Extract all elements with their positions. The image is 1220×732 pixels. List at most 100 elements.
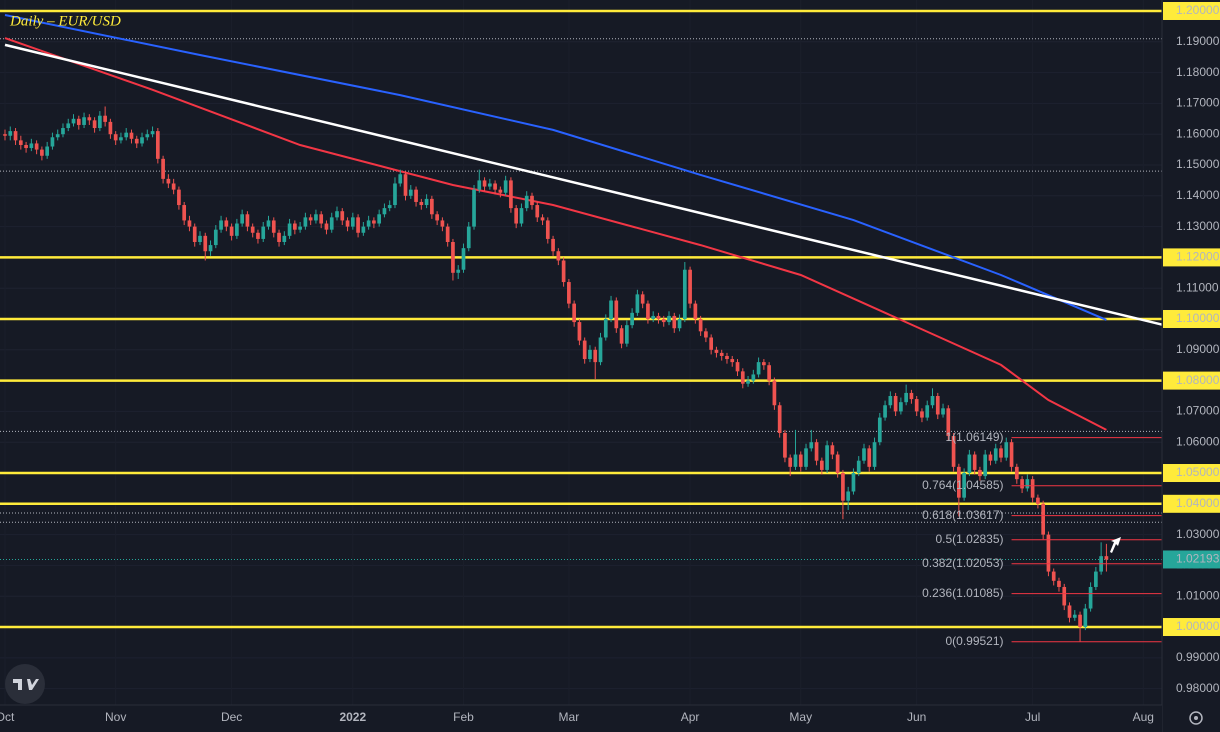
candle-body bbox=[198, 235, 202, 243]
candle-body bbox=[240, 214, 244, 224]
candle-body bbox=[208, 245, 213, 252]
last-price-tag bbox=[1163, 550, 1220, 569]
settings-icon[interactable] bbox=[1189, 711, 1203, 725]
candle-body bbox=[372, 220, 376, 224]
candle-body bbox=[814, 442, 819, 461]
candle-body bbox=[108, 121, 113, 135]
x-tick-label: Nov bbox=[105, 710, 126, 724]
candle-body bbox=[40, 149, 44, 156]
candle-body bbox=[630, 312, 634, 326]
arrow-annotation bbox=[1110, 537, 1121, 553]
candle-body bbox=[50, 137, 55, 147]
candle-body bbox=[788, 457, 793, 467]
y-tick-label: 1.07000 bbox=[1176, 404, 1220, 418]
candle-body bbox=[909, 392, 914, 400]
candle-body bbox=[809, 442, 814, 449]
y-tick-label: 1.01000 bbox=[1176, 588, 1220, 602]
y-tick-label: 1.03000 bbox=[1176, 527, 1220, 541]
candle-body bbox=[524, 195, 529, 209]
lines-layer bbox=[4, 14, 1165, 431]
candle-body bbox=[862, 448, 866, 461]
candle-body bbox=[1046, 534, 1051, 572]
candle-body bbox=[203, 235, 208, 252]
candle-body bbox=[493, 183, 497, 190]
candle-body bbox=[335, 211, 339, 218]
fib-label: 0(0.99521) bbox=[945, 634, 1003, 648]
candle-body bbox=[424, 198, 429, 206]
y-tick-label: 1.17000 bbox=[1176, 96, 1220, 110]
candle-body bbox=[609, 300, 613, 320]
candle-body bbox=[472, 189, 476, 227]
candle-body bbox=[783, 432, 787, 458]
settings-gear-hub[interactable] bbox=[1194, 716, 1198, 720]
candle-body bbox=[935, 396, 940, 415]
candle-body bbox=[962, 473, 966, 498]
candle-body bbox=[219, 220, 223, 230]
candle-body bbox=[1072, 614, 1077, 618]
candle-body bbox=[625, 325, 629, 344]
candle-body bbox=[677, 319, 682, 329]
candle-body bbox=[804, 448, 808, 467]
candle-body bbox=[466, 226, 471, 249]
candle-body bbox=[914, 399, 919, 412]
candle-body bbox=[835, 454, 840, 474]
candle-body bbox=[682, 269, 687, 320]
logo-badge bbox=[5, 664, 45, 704]
candle-body bbox=[904, 392, 908, 403]
candle-body bbox=[340, 211, 345, 221]
candle-body bbox=[503, 180, 508, 193]
x-tick-label: Apr bbox=[681, 710, 700, 724]
candle-body bbox=[735, 362, 740, 372]
candle-body bbox=[577, 322, 582, 341]
candle-body bbox=[314, 214, 318, 221]
candle-body bbox=[1104, 556, 1109, 560]
settings-gear[interactable] bbox=[1189, 711, 1203, 725]
candle-body bbox=[3, 134, 7, 136]
fib-label: 0.382(1.02053) bbox=[922, 556, 1003, 570]
candle-body bbox=[213, 229, 218, 246]
candle-body bbox=[24, 144, 28, 149]
candle-body bbox=[18, 140, 23, 145]
price-tag bbox=[1163, 310, 1220, 329]
chart-title: Daily – EUR/USD bbox=[9, 13, 121, 29]
candle-body bbox=[899, 402, 903, 412]
candle-body bbox=[582, 340, 587, 360]
price-tag bbox=[1163, 1, 1220, 20]
candle-body bbox=[13, 131, 18, 141]
candle-body bbox=[698, 319, 703, 332]
y-tick-label: 0.99000 bbox=[1176, 650, 1220, 664]
y-tick-label: 1.14000 bbox=[1176, 188, 1220, 202]
candle-body bbox=[540, 217, 545, 221]
candle-body bbox=[435, 214, 439, 221]
candle-body bbox=[277, 232, 281, 243]
y-tick-label: 1.08000 bbox=[1176, 373, 1220, 387]
candle-body bbox=[382, 208, 387, 215]
candle-body bbox=[187, 220, 192, 227]
price-axis bbox=[1162, 0, 1220, 732]
candle-body bbox=[192, 226, 197, 243]
candle-body bbox=[756, 362, 761, 375]
candle-body bbox=[704, 331, 708, 338]
candle-body bbox=[603, 319, 608, 338]
logo bbox=[5, 664, 45, 704]
candle-body bbox=[841, 473, 845, 501]
candle-body bbox=[1014, 466, 1019, 480]
candle-body bbox=[867, 448, 872, 467]
candle-body bbox=[271, 220, 276, 233]
candle-body bbox=[798, 454, 803, 467]
fib-label: 0.618(1.03617) bbox=[922, 508, 1003, 522]
candle-body bbox=[572, 303, 576, 323]
price-tag bbox=[1163, 371, 1220, 390]
y-tick-label: 1.04000 bbox=[1176, 496, 1220, 510]
y-tick-label: 1.19000 bbox=[1176, 34, 1220, 48]
candle-body bbox=[693, 303, 698, 320]
candle-body bbox=[646, 303, 650, 320]
y-tick-label: 1.12000 bbox=[1176, 250, 1220, 264]
candle-body bbox=[793, 454, 798, 467]
candle-body bbox=[71, 118, 76, 124]
candle-body bbox=[983, 454, 988, 477]
candle-body bbox=[87, 117, 92, 121]
candle-body bbox=[482, 180, 487, 187]
